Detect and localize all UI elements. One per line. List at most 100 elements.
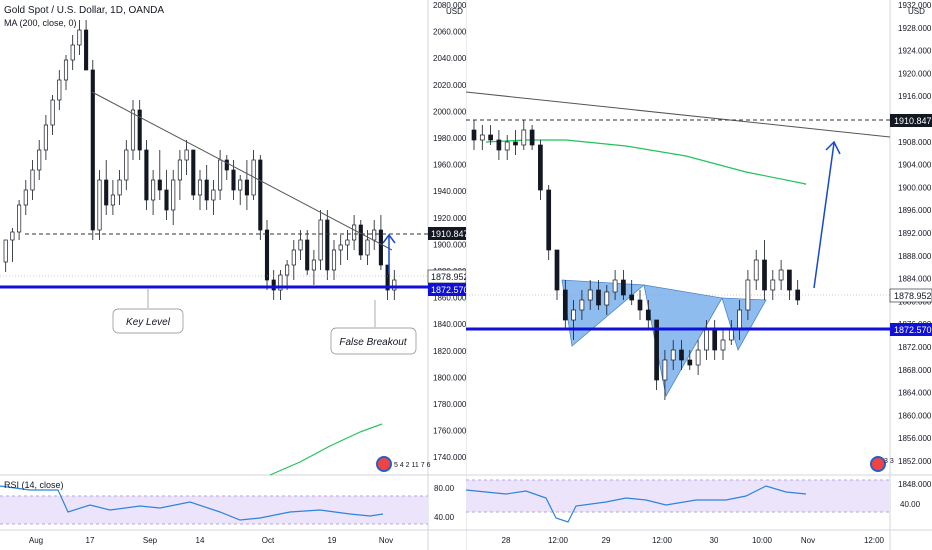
left-y-tick: 2020.000 [433, 81, 466, 90]
left-y-tick: 1800.000 [433, 373, 466, 382]
candle-body [645, 309, 651, 321]
candle-body [231, 169, 236, 191]
key-level-label: Key Level [126, 317, 171, 328]
candle-body [144, 149, 149, 201]
left-x-tick: Aug [29, 536, 43, 545]
right-current-price: 1878.952 [894, 291, 932, 301]
right-trendline [466, 91, 891, 138]
candle-body [546, 189, 552, 251]
right-y-tick: 1928.000 [898, 24, 932, 33]
left-y-tick: 2080.000 [433, 1, 466, 10]
candle-body [687, 359, 693, 366]
candle-body [137, 109, 142, 151]
right-y-tick: 1924.000 [898, 47, 932, 56]
right-currency: USD [908, 7, 925, 16]
left-up-arrow [382, 233, 396, 274]
candle-body [679, 349, 684, 361]
candle-body [488, 134, 493, 141]
right-y-tick: 1852.000 [898, 457, 932, 466]
candle-body [37, 149, 42, 171]
candle-body [770, 279, 776, 291]
candle-body [30, 169, 35, 191]
candle-body [10, 231, 15, 241]
right-x-tick: Nov [801, 536, 815, 545]
candle-body [43, 124, 48, 151]
left-rsi-title: RSI (14, close) [4, 480, 64, 490]
right-x-tick: 10:00 [752, 536, 773, 545]
candle-body [720, 339, 726, 351]
candle-body [197, 179, 203, 196]
candle-body [787, 269, 792, 291]
left-y-tick: 1780.000 [433, 400, 466, 409]
right-x-tick: 12:00 [548, 536, 569, 545]
left-y-tick: 1940.000 [433, 187, 466, 196]
candle-body [745, 279, 751, 311]
candle-body [753, 259, 759, 281]
candle-body [130, 109, 136, 151]
candle-body [278, 274, 283, 291]
left-x-tick: Sep [143, 536, 158, 545]
candle-body [637, 299, 643, 311]
candle-body [264, 229, 270, 281]
right-candles [471, 120, 801, 400]
right-y-tick: 1868.000 [898, 366, 932, 375]
candle-body [291, 249, 296, 266]
candle-body [124, 149, 129, 181]
right-y-tick: 1848.000 [898, 480, 932, 489]
candle-body [496, 139, 502, 151]
candle-body [285, 264, 290, 276]
left-y-tick: 2040.000 [433, 54, 466, 63]
left-y-tick: 2060.000 [433, 28, 466, 37]
candle-body [204, 179, 209, 201]
right-rsi-tick-40: 40.00 [900, 500, 921, 509]
right-y-tick: 1916.000 [898, 92, 932, 101]
right-y-tick: 1900.000 [898, 183, 932, 192]
candle-body [3, 239, 8, 263]
left-y-tick: 1820.000 [433, 347, 466, 356]
right-y-tick: 1892.000 [898, 229, 932, 238]
right-y-tick: 1884.000 [898, 275, 932, 284]
left-support-price: 1872.570 [431, 285, 466, 295]
candle-body [318, 219, 323, 261]
left-rsi-tick-40: 40.00 [434, 513, 455, 522]
left-y-tick: 2000.000 [433, 107, 466, 116]
left-currency: USD [446, 7, 463, 16]
candle-body [311, 259, 316, 271]
candle-body [529, 129, 535, 146]
left-chart[interactable]: 2080.000 2060.000 2040.000 2020.000 2000.000… [0, 0, 466, 550]
candle-body [513, 141, 518, 146]
right-y-tick: 1872.000 [898, 343, 932, 352]
left-x-tick: 14 [196, 536, 205, 545]
right-chart[interactable]: 1932.000 1928.000 1924.000 1920.000 1916.000… [466, 0, 932, 550]
left-chart-title: Gold Spot / U.S. Dollar, 1D, OANDA [4, 5, 165, 16]
candle-body [90, 69, 95, 231]
right-badge: 3 3 [884, 458, 894, 465]
candle-body [358, 224, 363, 256]
right-y-tick: 1896.000 [898, 206, 932, 215]
candle-body [795, 289, 801, 301]
right-x-tick: 29 [602, 536, 611, 545]
right-ma-line [485, 139, 807, 185]
false-breakout-callout [330, 327, 417, 355]
candle-body [562, 289, 568, 321]
right-resistance-price: 1910.847 [894, 116, 932, 126]
candle-body [211, 189, 216, 201]
candle-body [97, 179, 102, 231]
candle-body [392, 279, 397, 291]
candle-body [695, 349, 701, 366]
candle-body [298, 239, 303, 251]
candle-body [521, 129, 527, 146]
left-y-tick: 1760.000 [433, 427, 466, 436]
left-resistance-price: 1910.847 [431, 229, 466, 239]
candle-body [629, 294, 635, 301]
left-x-axis: Aug 17 Sep 14 Oct 19 Nov [29, 536, 393, 545]
candle-body [365, 239, 370, 256]
candle-body [238, 179, 243, 191]
candle-body [670, 349, 676, 361]
candle-body [258, 159, 263, 231]
candle-body [331, 249, 337, 271]
left-x-tick: 19 [328, 536, 337, 545]
right-y-axis: 1932.000 1928.000 1924.000 1920.000 1916.000… [898, 1, 932, 489]
candle-body [654, 319, 659, 381]
right-x-tick: 28 [502, 536, 511, 545]
